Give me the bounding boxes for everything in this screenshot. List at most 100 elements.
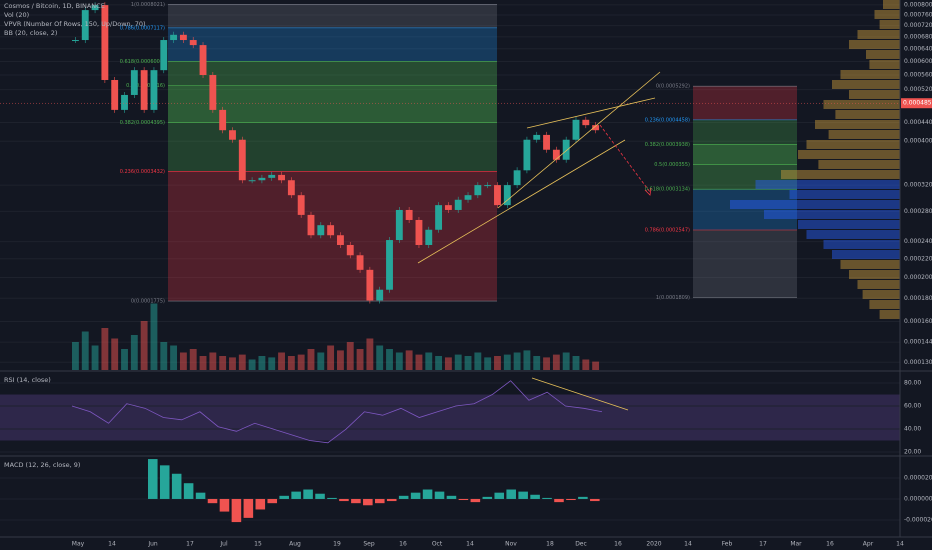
candle bbox=[327, 225, 335, 236]
volume-bar bbox=[552, 354, 560, 370]
candle bbox=[366, 269, 374, 301]
time-tick-label: Apr bbox=[863, 541, 874, 548]
vpvr-bar bbox=[857, 30, 900, 39]
macd-histogram-bar bbox=[183, 483, 194, 499]
candle bbox=[513, 170, 521, 186]
volume-bar bbox=[72, 342, 79, 370]
trend-line bbox=[526, 97, 656, 129]
fib-label: 0.786(0.0002547) bbox=[645, 227, 690, 233]
vpvr-bar bbox=[840, 70, 900, 79]
fib-label: 0.382(0.0003938) bbox=[645, 142, 690, 148]
macd-histogram-bar bbox=[458, 498, 469, 501]
candle bbox=[209, 75, 217, 110]
trend-line bbox=[417, 139, 626, 264]
fib-label: 1(0.0008021) bbox=[131, 2, 165, 8]
volume-bar bbox=[474, 352, 482, 370]
vpvr-bar bbox=[866, 50, 900, 59]
candle bbox=[130, 70, 138, 95]
macd-histogram-bar bbox=[159, 465, 170, 499]
macd-histogram-bar bbox=[482, 496, 493, 499]
rsi-tick-label: 80.00 bbox=[904, 380, 921, 387]
volume-bar bbox=[592, 361, 600, 370]
macd-histogram-bar bbox=[375, 498, 385, 504]
volume-bar bbox=[503, 354, 511, 370]
legend-bb: BB (20, close, 2) bbox=[4, 29, 57, 37]
volume-bar bbox=[150, 303, 158, 370]
volume-bar bbox=[170, 345, 178, 370]
vpvr-bar bbox=[857, 280, 900, 289]
vpvr-bar bbox=[806, 230, 900, 239]
macd-histogram-bar bbox=[590, 498, 600, 502]
volume-bar bbox=[425, 352, 433, 370]
candle bbox=[111, 79, 119, 110]
volume-bar bbox=[101, 328, 109, 370]
macd-histogram-bar bbox=[422, 489, 433, 499]
macd-histogram-bar bbox=[315, 493, 325, 499]
candle bbox=[258, 177, 266, 181]
candle bbox=[337, 235, 344, 245]
candle bbox=[592, 125, 600, 131]
legend-volume: Vol (20) bbox=[4, 11, 29, 19]
candle bbox=[552, 149, 560, 160]
rsi-tick-label: 60.00 bbox=[904, 403, 921, 410]
macd-histogram-bar bbox=[398, 495, 409, 499]
macd-histogram-bar bbox=[434, 491, 445, 499]
volume-bar bbox=[229, 357, 236, 370]
rsi-line bbox=[71, 380, 603, 444]
macd-histogram-bar bbox=[148, 459, 158, 499]
macd-histogram-bar bbox=[518, 491, 528, 499]
time-tick-label: 2020 bbox=[646, 541, 661, 548]
fib-label: 0.382(0.0004395) bbox=[120, 120, 165, 126]
fib-label: 0.618(0.0006001) bbox=[120, 59, 165, 65]
macd-tick-label: 0.0000000 bbox=[904, 495, 932, 502]
time-tick-label: 14 bbox=[466, 541, 474, 548]
trend-line bbox=[497, 71, 661, 209]
vpvr-bar bbox=[818, 160, 900, 169]
macd-histogram-bar bbox=[267, 498, 278, 504]
macd-histogram-bar bbox=[410, 492, 421, 499]
candle bbox=[248, 180, 256, 182]
volume-bar bbox=[140, 321, 148, 370]
time-tick-label: Oct bbox=[432, 541, 443, 548]
candle bbox=[150, 70, 158, 110]
candle bbox=[464, 195, 472, 200]
macd-histogram-bar bbox=[530, 494, 540, 499]
plot-layer: 1(0.0008021) 0.786(0.0007117) 0.618(0.0006… bbox=[0, 0, 900, 523]
volume-bar bbox=[130, 335, 138, 370]
vpvr-bar bbox=[849, 40, 900, 49]
candle bbox=[121, 94, 128, 110]
candle bbox=[346, 244, 354, 256]
candle bbox=[484, 185, 492, 187]
vpvr-bar bbox=[789, 190, 900, 199]
volume-bar bbox=[337, 350, 344, 370]
macd-histogram-bar bbox=[219, 498, 230, 512]
vpvr-bar bbox=[849, 270, 900, 279]
fib-band bbox=[168, 85, 497, 123]
fib-band bbox=[693, 144, 797, 165]
volume-bar bbox=[376, 345, 384, 370]
vpvr-bar bbox=[798, 150, 900, 159]
volume-bar bbox=[562, 352, 570, 370]
candle bbox=[140, 70, 148, 110]
fib-label: 0.618(0.0003134) bbox=[645, 187, 690, 193]
volume-bar bbox=[513, 352, 521, 370]
volume-bar bbox=[219, 356, 227, 370]
macd-histogram-bar bbox=[171, 473, 182, 499]
candle bbox=[582, 119, 590, 126]
projection-arrow bbox=[599, 124, 651, 193]
volume-bar bbox=[572, 356, 580, 370]
candle bbox=[454, 199, 462, 210]
volume-bar bbox=[405, 350, 413, 370]
candle bbox=[494, 185, 501, 206]
volume-bar bbox=[268, 357, 276, 370]
